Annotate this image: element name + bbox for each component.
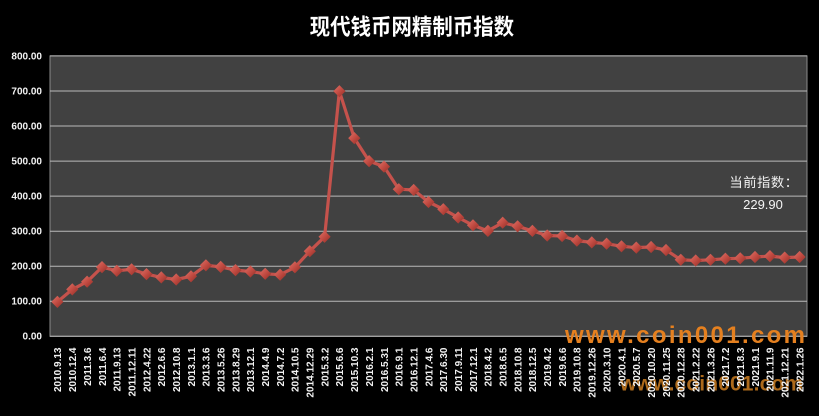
svg-text:229.90: 229.90: [743, 197, 783, 212]
svg-text:2011.9.13: 2011.9.13: [113, 347, 124, 391]
svg-text:www.coin001.com: www.coin001.com: [619, 372, 803, 395]
svg-text:2020.3.10: 2020.3.10: [602, 347, 613, 392]
svg-text:2016.9.1: 2016.9.1: [395, 347, 406, 386]
svg-text:2015.6.6: 2015.6.6: [335, 347, 346, 386]
svg-text:2014.4.9: 2014.4.9: [261, 347, 272, 386]
svg-text:2013.8.29: 2013.8.29: [231, 347, 242, 392]
svg-text:2020.12.28: 2020.12.28: [677, 347, 688, 397]
svg-text:300.00: 300.00: [11, 227, 42, 238]
svg-text:2010.12.4: 2010.12.4: [68, 347, 79, 392]
svg-text:2021.8.3: 2021.8.3: [736, 347, 747, 386]
svg-text:2015.3.2: 2015.3.2: [320, 347, 331, 386]
svg-text:2011.6.4: 2011.6.4: [98, 347, 109, 386]
svg-text:2013.12.1: 2013.12.1: [246, 347, 257, 392]
svg-text:2018.6.5: 2018.6.5: [499, 347, 510, 386]
svg-text:400.00: 400.00: [11, 192, 42, 203]
svg-text:www.coin001.com: www.coin001.com: [564, 322, 805, 349]
svg-text:2017.12.1: 2017.12.1: [469, 347, 480, 392]
svg-text:2021.12.21: 2021.12.21: [781, 347, 792, 397]
svg-text:2014.12.29: 2014.12.29: [306, 347, 317, 397]
svg-text:0.00: 0.00: [23, 332, 43, 343]
svg-text:2021.11.9: 2021.11.9: [766, 347, 777, 391]
svg-text:2012.10.8: 2012.10.8: [172, 347, 183, 392]
svg-text:2018.4.2: 2018.4.2: [484, 347, 495, 386]
svg-text:2019.10.8: 2019.10.8: [573, 347, 584, 392]
svg-text:2021.2.22: 2021.2.22: [692, 347, 703, 392]
svg-text:2013.5.26: 2013.5.26: [217, 347, 228, 392]
svg-text:2015.10.3: 2015.10.3: [350, 347, 361, 392]
svg-text:2020.5.7: 2020.5.7: [632, 347, 643, 386]
svg-text:2011.12.11: 2011.12.11: [127, 347, 138, 396]
svg-text:2016.2.1: 2016.2.1: [365, 347, 376, 386]
svg-text:2011.3.6: 2011.3.6: [83, 347, 94, 386]
svg-text:2021.9.1: 2021.9.1: [751, 347, 762, 386]
svg-text:2022.1.26: 2022.1.26: [795, 347, 806, 392]
svg-text:2017.4.6: 2017.4.6: [424, 347, 435, 386]
svg-text:800.00: 800.00: [11, 51, 42, 62]
svg-text:2019.12.26: 2019.12.26: [588, 347, 599, 397]
svg-text:2013.1.1: 2013.1.1: [187, 347, 198, 386]
svg-text:200.00: 200.00: [11, 262, 42, 273]
svg-text:2021.3.26: 2021.3.26: [706, 347, 717, 392]
svg-text:2021.7.2: 2021.7.2: [721, 347, 732, 386]
svg-text:2020.4.1: 2020.4.1: [617, 347, 628, 386]
svg-text:2017.9.11: 2017.9.11: [454, 347, 465, 391]
svg-text:2010.9.13: 2010.9.13: [53, 347, 64, 392]
svg-text:700.00: 700.00: [11, 86, 42, 97]
svg-text:100.00: 100.00: [11, 297, 42, 308]
svg-text:2019.4.2: 2019.4.2: [543, 347, 554, 386]
svg-text:2014.7.2: 2014.7.2: [276, 347, 287, 386]
svg-text:500.00: 500.00: [11, 157, 42, 168]
svg-text:2019.6.6: 2019.6.6: [558, 347, 569, 386]
svg-text:2020.11.25: 2020.11.25: [662, 347, 673, 397]
svg-text:2014.10.5: 2014.10.5: [291, 347, 302, 392]
svg-text:2016.12.1: 2016.12.1: [410, 347, 421, 392]
svg-text:2012.4.22: 2012.4.22: [142, 347, 153, 392]
svg-text:2012.6.6: 2012.6.6: [157, 347, 168, 386]
svg-text:2018.12.5: 2018.12.5: [528, 347, 539, 392]
svg-text:2016.5.31: 2016.5.31: [380, 347, 391, 392]
svg-text:2018.10.8: 2018.10.8: [513, 347, 524, 392]
svg-text:2013.3.6: 2013.3.6: [202, 347, 213, 386]
svg-text:600.00: 600.00: [11, 121, 42, 132]
svg-text:2020.10.20: 2020.10.20: [647, 347, 658, 397]
svg-text:2017.6.30: 2017.6.30: [439, 347, 450, 392]
